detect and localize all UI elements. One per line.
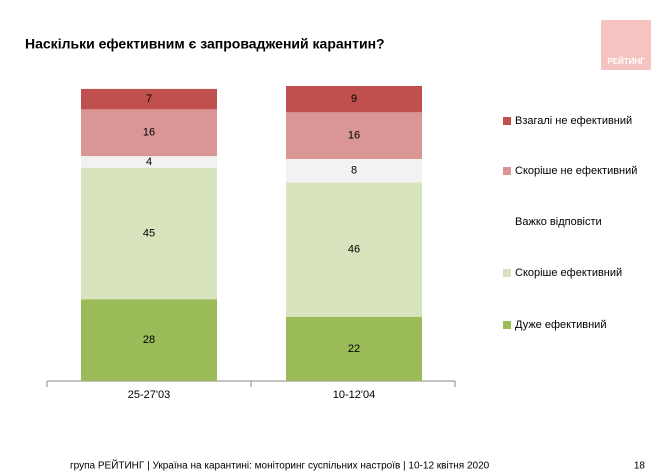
chart-title: Наскільки ефективним є запроваджений кар…: [25, 36, 385, 52]
logo-box: [601, 20, 651, 70]
footer: група РЕЙТИНГ | Україна на карантині: мо…: [70, 459, 490, 472]
bar-segment: [81, 88, 217, 110]
legend-marker: [503, 218, 511, 226]
bar-segment: [286, 112, 422, 160]
data-label: 7: [146, 93, 152, 105]
data-label: 8: [351, 165, 357, 177]
legend-label: Скоріше ефективний: [515, 267, 622, 279]
data-label: 22: [348, 343, 360, 355]
bar-segment: [286, 159, 422, 183]
x-tick-label: 10-12'04: [333, 389, 375, 401]
legend-label: Важко відповісти: [515, 216, 602, 228]
data-label: 4: [146, 156, 152, 168]
bar-segment: [286, 182, 422, 317]
logo-text: РЕЙТИНГ: [607, 57, 645, 66]
bar-segment: [81, 109, 217, 157]
legend-label: Взагалі не ефективний: [515, 115, 632, 127]
page-number: 18: [634, 461, 646, 472]
bar-segment: [286, 316, 422, 381]
data-label: 28: [143, 334, 155, 346]
legend-label: Скоріше не ефективний: [515, 165, 637, 177]
legend-marker: [503, 269, 511, 277]
bar-segment: [286, 86, 422, 113]
legend-marker: [503, 117, 511, 125]
data-label: 16: [348, 130, 360, 142]
x-tick-label: 25-27'03: [128, 389, 170, 401]
data-label: 46: [348, 243, 360, 255]
legend-marker: [503, 167, 511, 175]
bar-segment: [81, 167, 217, 300]
data-label: 45: [143, 227, 155, 239]
data-label: 9: [351, 93, 357, 105]
legend-label: Дуже ефективний: [515, 319, 606, 331]
bar-segment: [81, 156, 217, 168]
data-label: 16: [143, 127, 155, 139]
legend-marker: [503, 321, 511, 329]
bar-segment: [81, 299, 217, 381]
